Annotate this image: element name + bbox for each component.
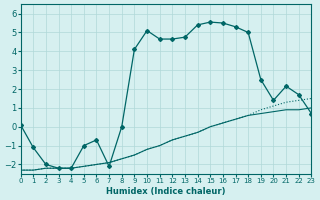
X-axis label: Humidex (Indice chaleur): Humidex (Indice chaleur) — [106, 187, 226, 196]
